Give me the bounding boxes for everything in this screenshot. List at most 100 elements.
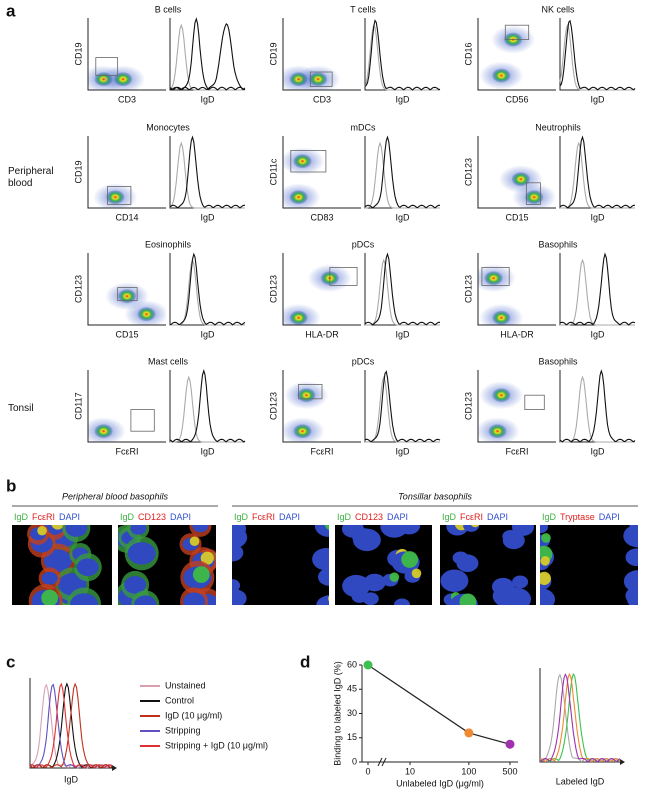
micrograph xyxy=(118,525,216,605)
histogram-trace xyxy=(559,19,636,91)
nucleus xyxy=(625,548,638,567)
axis xyxy=(87,18,166,91)
cell-population xyxy=(106,190,125,205)
nucleus xyxy=(440,569,469,592)
hist-label: IgD xyxy=(590,94,605,104)
x-tick-label: 100 xyxy=(461,766,476,776)
stained-cell xyxy=(189,536,200,547)
dot-plot xyxy=(283,18,361,90)
y-tick-label: 60 xyxy=(347,659,357,669)
image-caption: IgD FcεRI DAPI xyxy=(442,512,508,522)
stain-label: FcεRI xyxy=(460,512,483,522)
image-caption: IgD Tryptase DAPI xyxy=(542,512,620,522)
y-tick-label: 45 xyxy=(347,684,357,694)
x-axis-label: CD14 xyxy=(115,212,138,222)
data-point xyxy=(363,660,373,670)
nucleus xyxy=(623,525,638,548)
gate xyxy=(525,182,541,205)
stain-label: IgD xyxy=(120,512,135,522)
stain-label: IgD xyxy=(14,512,29,522)
y-axis-label: Binding to labeled IgD (%) xyxy=(332,661,342,766)
gate xyxy=(130,409,155,432)
axis xyxy=(87,136,166,209)
panel-letter: d xyxy=(300,652,310,671)
cell-population xyxy=(289,310,308,325)
x-axis-label: FcεRI xyxy=(310,446,333,456)
nucleus xyxy=(41,571,58,585)
histogram-trace xyxy=(560,375,635,443)
hist-label: Labeled IgD xyxy=(556,776,605,786)
panel-letter: c xyxy=(6,652,15,671)
histogram-trace xyxy=(29,682,113,769)
legend-label: IgD (10 μg/ml) xyxy=(165,710,222,720)
cell-population xyxy=(511,172,530,187)
hist-label: IgD xyxy=(200,94,215,104)
nucleus xyxy=(398,525,421,535)
cell-population xyxy=(297,388,316,403)
histogram-trace xyxy=(169,369,246,443)
x-tick-label: 500 xyxy=(502,766,517,776)
plot-title: Basophils xyxy=(538,239,578,249)
gate xyxy=(290,149,327,173)
micrograph xyxy=(232,525,329,605)
dot-plot xyxy=(478,370,556,442)
histogram-trace xyxy=(364,252,440,326)
stained-cell xyxy=(540,556,550,566)
image-caption: IgD FcεRI DAPI xyxy=(14,512,80,522)
cell-population xyxy=(309,72,328,87)
y-axis-label: CD117 xyxy=(73,392,83,419)
plot-title: Eosinophils xyxy=(145,239,192,249)
axis xyxy=(282,253,361,326)
stain-label: IgD xyxy=(442,512,457,522)
nucleus xyxy=(320,595,329,605)
data-point xyxy=(505,739,515,749)
gate xyxy=(95,57,119,76)
cell-population xyxy=(137,307,156,322)
nucleus xyxy=(341,525,364,538)
plot-title: mDCs xyxy=(351,122,376,132)
dot-plot xyxy=(283,370,361,442)
hist-label: IgD xyxy=(590,446,605,456)
y-axis-label: CD19 xyxy=(73,42,83,65)
legend-label: Unstained xyxy=(165,680,206,690)
nucleus xyxy=(232,525,247,540)
gate xyxy=(117,287,138,301)
stain-label: CD123 xyxy=(355,512,383,522)
axis xyxy=(364,18,440,91)
nucleus xyxy=(43,549,72,572)
histogram-trace xyxy=(364,19,441,91)
stained-cell xyxy=(41,589,59,605)
panel-letter: a xyxy=(6,1,16,20)
axis xyxy=(169,253,245,326)
panel-letter: b xyxy=(6,476,16,495)
micrograph xyxy=(440,525,536,605)
axis xyxy=(539,668,620,763)
plot-title: Neutrophils xyxy=(535,122,581,132)
hist-label: IgD xyxy=(200,212,215,222)
x-axis-label: HLA-DR xyxy=(500,329,534,339)
axis xyxy=(169,18,245,91)
histogram-trace xyxy=(169,141,245,209)
y-tick-label: 30 xyxy=(347,708,357,718)
histogram-trace xyxy=(169,23,246,91)
axis xyxy=(477,18,556,91)
nucleus xyxy=(130,525,147,535)
plot-title: Basophils xyxy=(538,356,578,366)
dot-plot xyxy=(478,253,556,325)
axis xyxy=(87,370,166,443)
stain-label: DAPI xyxy=(387,512,408,522)
stain-label: DAPI xyxy=(599,512,620,522)
hist-label: IgD xyxy=(590,329,605,339)
axis-arrow xyxy=(112,765,117,771)
gate xyxy=(298,383,323,400)
x-axis-label: CD56 xyxy=(505,94,528,104)
nucleus xyxy=(65,525,88,537)
image-caption: IgD FcεRI DAPI xyxy=(234,512,300,522)
plot-title: pDCs xyxy=(352,356,375,366)
row-label: Peripheral blood xyxy=(8,166,54,189)
histogram-trace xyxy=(29,683,113,769)
y-axis-label: CD123 xyxy=(268,275,278,303)
stained-cell xyxy=(192,566,210,583)
stain-label: FcεRI xyxy=(252,512,275,522)
